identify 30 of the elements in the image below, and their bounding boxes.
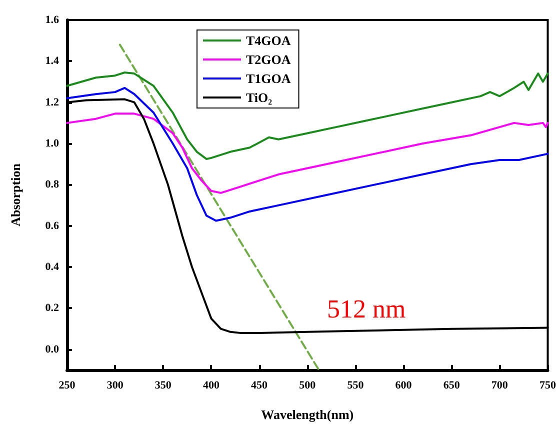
- y-tick-label: 1.0: [45, 138, 60, 150]
- y-tick-label: 0.6: [45, 220, 60, 232]
- x-axis-title: Wavelength(nm): [261, 407, 354, 422]
- x-tick-label: 400: [202, 380, 220, 392]
- x-tick-label: 650: [443, 380, 460, 392]
- x-tick-label: 500: [299, 380, 316, 392]
- legend-label: T2GOA: [246, 52, 292, 67]
- y-axis-title: Absorption: [8, 162, 23, 226]
- y-tick-label: 0.4: [45, 261, 60, 274]
- y-tick-label: 1.4: [45, 55, 60, 68]
- y-tick-label: 1.2: [45, 96, 60, 108]
- annotation: 512 nm: [327, 294, 406, 324]
- x-tick-label: 450: [251, 380, 268, 392]
- line-series: [66, 86, 549, 222]
- y-tick-label: 0.8: [45, 178, 60, 191]
- x-tick-label: 550: [347, 380, 364, 392]
- x-tick-label: 750: [540, 380, 556, 392]
- legend-label: T1GOA: [246, 71, 292, 86]
- x-tick-label: 700: [491, 380, 508, 392]
- line-series: [66, 112, 549, 194]
- x-tick-label: 600: [395, 380, 412, 392]
- y-tick-label: 1.6: [45, 14, 60, 26]
- legend-label: T4GOA: [246, 33, 292, 48]
- x-tick-label: 250: [58, 380, 76, 392]
- y-tick-label: 0.0: [45, 343, 60, 356]
- x-tick-label: 350: [154, 380, 172, 392]
- x-tick-label: 300: [106, 380, 124, 392]
- legend-label: TiO₂: [246, 90, 272, 105]
- y-tick-label: 0.2: [45, 302, 60, 314]
- line-series: [66, 72, 549, 160]
